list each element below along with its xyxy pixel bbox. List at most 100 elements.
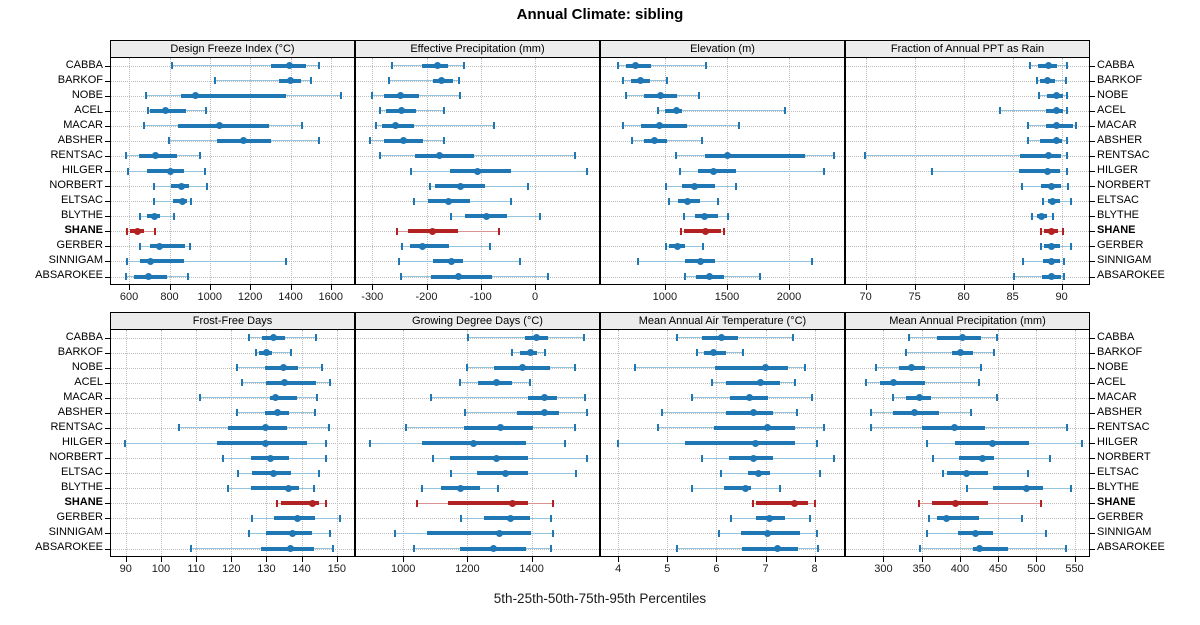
panel-plot [601,58,844,284]
median-dot [293,514,301,522]
x-tick-mark [865,285,867,290]
whisker-cap [387,77,390,85]
whisker-cap [415,499,418,507]
panel-plot [105,58,354,284]
whisker-cap [313,409,316,417]
whisker-cap [1027,122,1030,130]
station-label: ABSHER [57,405,103,418]
whisker-cap [833,454,836,462]
median-dot [963,469,971,477]
station-label: ABSAROKEE [35,541,103,554]
whisker-cap [1070,242,1073,250]
median-dot [518,364,526,372]
y-tick-mark [105,548,110,550]
whisker-cap [574,364,577,372]
y-tick-mark [105,458,110,460]
whisker-cap [833,152,836,160]
whisker-cap [1022,257,1025,265]
whisker-cap [585,454,588,462]
whisker-cap [1020,514,1023,522]
x-tick-label: 400 [950,563,970,575]
median-dot [448,257,455,265]
y-tick-mark [105,125,110,127]
y-tick-mark [1090,352,1095,354]
whisker-cap [803,364,806,372]
median-dot [280,364,288,372]
gridline-horizontal [356,352,599,354]
axis-caption: 5th-25th-50th-75th-95th Percentiles [493,591,707,606]
iqr-bar-25-75 [742,546,798,551]
whisker-cap [145,92,148,100]
whisker-cap [410,167,413,175]
median-dot [540,409,548,417]
x-tick-mark [209,285,211,290]
whisker-cap [449,469,452,477]
whisker-cap [942,469,944,477]
chart-title: Annual Climate: sibling [516,6,684,23]
whisker-cap [442,137,445,145]
y-tick-mark [105,473,110,475]
iqr-bar-25-75 [177,123,270,128]
y-tick-mark [1090,337,1095,339]
y-tick-mark [1090,412,1095,414]
gridline-horizontal [111,201,354,203]
whisker-5-95 [637,260,812,262]
y-tick-mark [1090,95,1095,97]
whisker-cap [391,62,394,69]
panel-title: Mean Annual Air Temperature (°C) [601,313,844,330]
whisker-cap [318,469,321,477]
gridline-horizontal [601,110,844,112]
panel-box: Mean Annual Air Temperature (°C) [600,312,845,557]
whisker-cap [1081,439,1084,447]
gridline-horizontal [846,186,1089,188]
whisker-cap [510,349,513,357]
whisker-cap [1029,62,1032,69]
station-label: MACAR [63,118,103,131]
iqr-bar-25-75 [992,486,1044,491]
y-tick-mark [1090,186,1095,188]
y-tick-mark [1090,125,1095,127]
gridline-horizontal [601,518,844,520]
x-tick-label: 800 [160,291,179,303]
x-tick-mark [664,285,666,290]
iqr-bar-25-75 [450,456,528,461]
iqr-bar-25-75 [705,153,806,158]
gridline-horizontal [846,276,1089,278]
whisker-cap [931,167,934,175]
y-tick-mark [1090,518,1095,520]
whisker-cap [752,499,755,507]
station-label: ACEL [74,375,103,388]
y-tick-mark [105,427,110,429]
gridline-horizontal [111,397,354,399]
whisker-cap [247,334,250,341]
x-tick-label: 4 [615,563,622,575]
whisker-cap [621,77,624,85]
median-dot [192,92,200,100]
gridline-horizontal [111,186,354,188]
whisker-cap [817,545,819,552]
whisker-cap [1065,545,1068,552]
gridline-horizontal [846,231,1089,233]
whisker-5-95 [199,397,317,399]
whisker-cap [928,514,931,522]
x-tick-label: 6 [713,563,720,575]
gridline-horizontal [111,367,354,369]
x-tick-mark [765,557,767,562]
whisker-cap [327,424,330,432]
x-tick-mark [1061,285,1063,290]
gridline-horizontal [111,458,354,460]
gridline-horizontal [601,533,844,535]
median-dot [270,469,277,477]
iqr-bar-25-75 [959,456,995,461]
x-axis: 1000 1500 2000 [600,285,845,309]
median-dot [978,454,986,462]
whisker-cap [818,469,821,477]
iqr-bar-25-75 [714,365,789,370]
iqr-bar-25-75 [1040,138,1062,143]
median-dot [150,212,158,220]
whisker-cap [822,167,825,175]
whisker-cap [413,197,415,205]
median-dot [724,152,732,160]
station-label: BLYTHE [61,481,103,494]
median-dot [155,242,163,250]
